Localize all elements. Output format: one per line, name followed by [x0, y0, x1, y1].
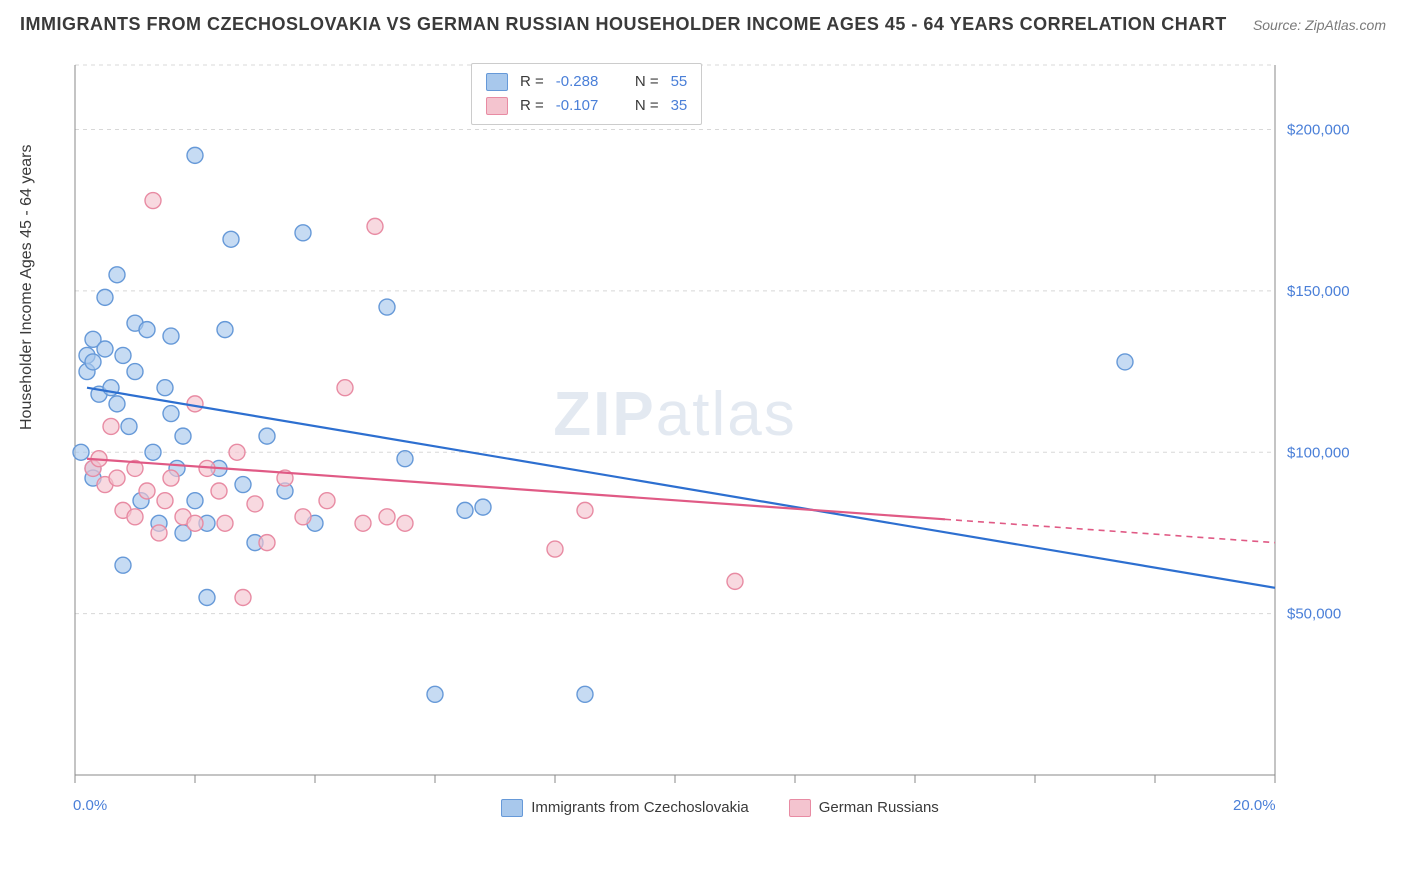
- bottom-legend: Immigrants from Czechoslovakia German Rus…: [70, 793, 1370, 822]
- n-label: N =: [635, 70, 659, 94]
- svg-text:$200,000: $200,000: [1287, 122, 1350, 139]
- legend-swatch: [486, 73, 508, 91]
- correlation-row: R = -0.288 N = 55: [486, 70, 687, 94]
- correlation-legend: R = -0.288 N = 55R = -0.107 N = 35: [471, 63, 702, 125]
- legend-swatch: [501, 799, 523, 817]
- r-label: R =: [520, 94, 544, 118]
- svg-text:$50,000: $50,000: [1287, 606, 1341, 623]
- svg-text:$150,000: $150,000: [1287, 283, 1350, 300]
- svg-text:ZIPatlas: ZIPatlas: [553, 380, 796, 449]
- svg-text:$100,000: $100,000: [1287, 444, 1350, 461]
- correlation-row: R = -0.107 N = 35: [486, 94, 687, 118]
- title-bar: IMMIGRANTS FROM CZECHOSLOVAKIA VS GERMAN…: [20, 14, 1386, 35]
- legend-item: Immigrants from Czechoslovakia: [501, 799, 749, 817]
- legend-item: German Russians: [789, 799, 939, 817]
- legend-label: German Russians: [819, 799, 939, 816]
- n-value: 55: [671, 70, 688, 94]
- scatter-chart: $50,000 $100,000 $150,000 $200,000 ZIPatlas: [70, 60, 1370, 830]
- source-label: Source: ZipAtlas.com: [1253, 17, 1386, 33]
- legend-label: Immigrants from Czechoslovakia: [531, 799, 749, 816]
- legend-swatch: [486, 97, 508, 115]
- plot-area: $50,000$100,000$150,000$200,000ZIPatlas …: [70, 60, 1370, 830]
- y-axis-label: Householder Income Ages 45 - 64 years: [18, 145, 36, 431]
- r-value: -0.107: [556, 94, 599, 118]
- r-label: R =: [520, 70, 544, 94]
- r-value: -0.288: [556, 70, 599, 94]
- n-label: N =: [635, 94, 659, 118]
- chart-title: IMMIGRANTS FROM CZECHOSLOVAKIA VS GERMAN…: [20, 14, 1227, 35]
- legend-swatch: [789, 799, 811, 817]
- n-value: 35: [671, 94, 688, 118]
